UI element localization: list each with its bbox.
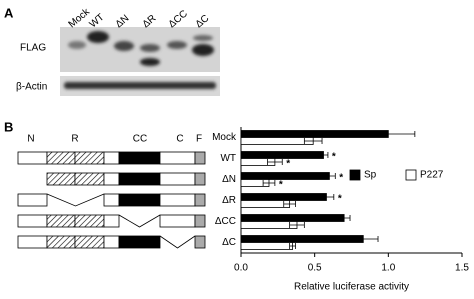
- domain-box: [46, 172, 76, 186]
- error-bar: [323, 173, 336, 179]
- error-bar: [303, 138, 323, 144]
- domain-diagram: N R CC C F: [17, 134, 206, 249]
- domain-box: [103, 172, 120, 186]
- domain-label: N: [27, 134, 34, 145]
- domain-box: [118, 235, 161, 249]
- domain-box: [74, 214, 105, 228]
- domain-box: [159, 151, 196, 165]
- y-tick-label: WT: [220, 153, 236, 164]
- domain-box: [118, 172, 161, 186]
- significance-mark: *: [339, 173, 343, 184]
- error-bar: [289, 243, 296, 249]
- domain-box: [103, 151, 120, 165]
- domain-box: [74, 151, 105, 165]
- deletion-line: [46, 193, 105, 207]
- bar: [240, 235, 364, 243]
- bar: [240, 242, 293, 250]
- lane-label: Mock: [67, 6, 93, 30]
- bar: [240, 151, 324, 159]
- legend-label: P227: [420, 170, 444, 181]
- domain-box: [46, 214, 76, 228]
- domain-label: C: [176, 134, 183, 145]
- error-bar: [361, 131, 416, 137]
- western-blot: [60, 27, 220, 96]
- y-tick-label: ΔR: [222, 195, 236, 206]
- deletion-line: [159, 235, 196, 249]
- significance-mark: *: [338, 194, 342, 205]
- domain-box: [46, 235, 76, 249]
- error-bar: [348, 236, 379, 242]
- domain-box: [17, 235, 48, 249]
- domain-box: [159, 214, 196, 228]
- legend-swatch: [405, 169, 417, 181]
- domain-box: [194, 151, 206, 165]
- y-tick-label: ΔC: [222, 237, 236, 248]
- domain-box: [74, 235, 105, 249]
- y-tick-label: ΔCC: [215, 216, 236, 227]
- domain-label: CC: [133, 134, 147, 145]
- blot-label: β-Actin: [16, 82, 47, 93]
- error-bar: [337, 215, 351, 221]
- bar: [240, 137, 314, 145]
- x-tick-label: 1.5: [455, 263, 469, 274]
- bar: [240, 221, 298, 229]
- domain-box: [103, 235, 120, 249]
- bar: [240, 172, 330, 180]
- significance-mark: *: [279, 180, 283, 191]
- bar: [240, 193, 327, 201]
- bar: [240, 214, 345, 222]
- y-tick-label: ΔN: [222, 174, 236, 185]
- domain-box: [194, 214, 206, 228]
- domain-box: [17, 214, 48, 228]
- error-bar: [262, 180, 276, 186]
- domain-label: R: [71, 134, 78, 145]
- error-bar: [267, 159, 283, 165]
- panel-label: B: [4, 119, 13, 134]
- bar: [240, 200, 291, 208]
- legend-label: Sp: [364, 170, 377, 181]
- error-bar: [283, 201, 296, 207]
- domain-box: [118, 193, 161, 207]
- domain-box: [194, 235, 206, 249]
- domain-box: [103, 193, 120, 207]
- domain-box: [46, 151, 76, 165]
- deletion-line: [118, 214, 161, 228]
- x-tick-label: 1.0: [381, 263, 395, 274]
- domain-box: [194, 172, 206, 186]
- domain-box: [118, 151, 161, 165]
- significance-mark: *: [286, 159, 290, 170]
- significance-mark: *: [332, 152, 336, 163]
- domain-box: [159, 172, 196, 186]
- domain-box: [194, 193, 206, 207]
- bar-chart: 0.0 0.5 1.0 1.5 Relative luciferase activity…: [212, 127, 469, 293]
- domain-box: [17, 151, 48, 165]
- domain-box: [17, 193, 48, 207]
- x-axis-label: Relative luciferase activity: [294, 282, 409, 293]
- y-tick-label: Mock: [212, 132, 237, 143]
- error-bar: [289, 222, 305, 228]
- blot-label: FLAG: [20, 43, 46, 54]
- domain-box: [159, 193, 196, 207]
- x-tick-label: 0.5: [308, 263, 322, 274]
- domain-label: F: [196, 134, 202, 145]
- legend-swatch: [349, 169, 361, 181]
- error-bar: [318, 194, 335, 200]
- x-tick-label: 0.0: [234, 263, 248, 274]
- error-bar: [318, 152, 329, 158]
- panel-label: A: [4, 5, 14, 20]
- domain-box: [74, 172, 105, 186]
- domain-box: [103, 214, 120, 228]
